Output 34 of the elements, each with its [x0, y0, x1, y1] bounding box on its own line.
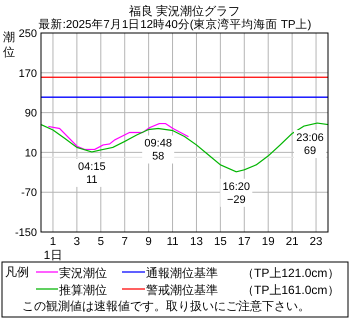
legend-label: 実況潮位 [59, 266, 107, 280]
x-tick-label: 3 [74, 236, 80, 248]
legend-label: 推算潮位 [59, 283, 107, 297]
line-series [40, 122, 329, 172]
annotation: 04:15 11 [78, 160, 106, 186]
x-tick-label: 1 [50, 236, 56, 248]
x-tick-label: 13 [190, 236, 203, 248]
chart-subtitle: 最新:2025年7月1日12時40分(東京湾平均海面 TP上) [38, 17, 312, 31]
legend-label: 通報潮位基準 （TP上121.0cm） [146, 266, 340, 280]
annotation: 16:20 −29 [222, 180, 250, 206]
y-axis-title: 潮位 [3, 30, 15, 59]
y-tick-label: -150 [14, 227, 37, 239]
annotation: 09:48 58 [144, 138, 172, 163]
x-tick-label: 9 [145, 236, 152, 248]
y-tick-label: 10 [24, 147, 37, 160]
y-tick-label: 170 [18, 68, 37, 80]
annotation: 23:06 69 [296, 132, 324, 158]
x-tick-label: 17 [238, 236, 251, 248]
x-tick-label: 15 [214, 236, 227, 248]
line-series [48, 122, 189, 150]
x-tick-label: 21 [286, 236, 299, 248]
x-tick-label: 11 [166, 236, 179, 248]
x-tick-label: 5 [98, 236, 104, 248]
y-tick-label: 90 [24, 108, 37, 120]
legend-label: 警戒潮位基準 （TP上161.0cm） [146, 283, 340, 297]
legend-title: 凡例 [5, 265, 29, 279]
x-tick-label: 7 [122, 236, 128, 248]
x-tick-label: 19 [262, 236, 275, 248]
text: この観測値は速報値です。取り扱いにご注意下さい。 [22, 299, 310, 313]
y-tick-label: 250 [18, 28, 37, 40]
x-axis-title: 1日 [44, 248, 62, 262]
chart-title: 福良 実況潮位グラフ [128, 4, 240, 18]
x-tick-label: 23 [310, 236, 322, 248]
y-tick-label: -70 [21, 187, 37, 200]
